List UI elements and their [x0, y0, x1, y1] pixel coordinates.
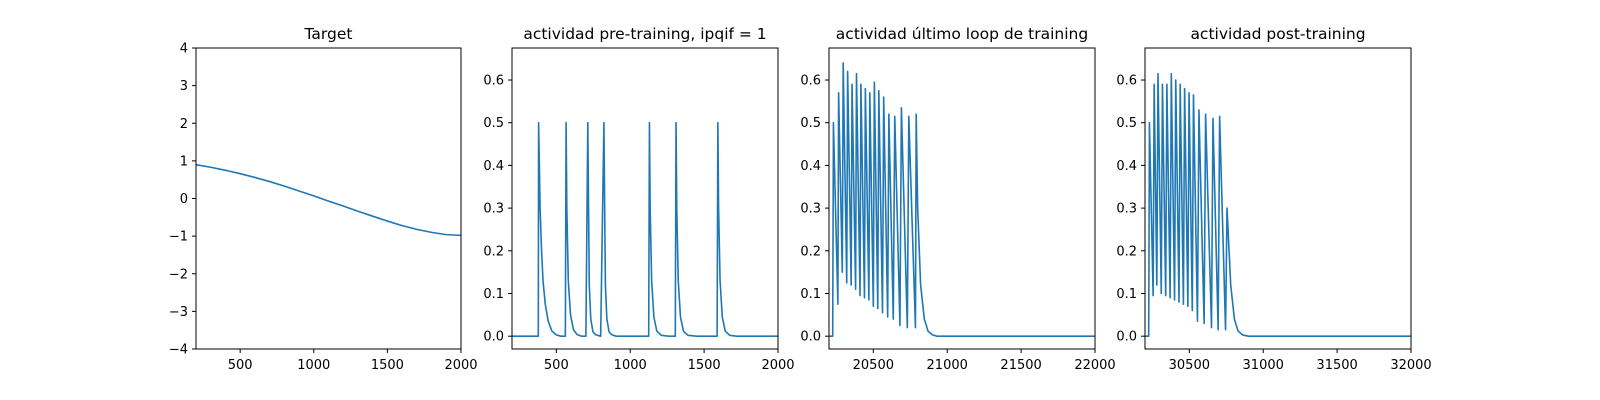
y-tick-label: 1	[180, 154, 188, 169]
x-tick-label: 21000	[927, 358, 968, 373]
y-tick-label: 0.2	[800, 244, 821, 259]
chart-panel-4: 30500 31000 31500 32000 0.0 0.1 0.2 0.3 0.4 0.5 0.…	[1116, 25, 1431, 373]
chart-panel-2: 500 1000 1500 2000 0.0 0.1 0.2 0.3 0.4 0.5 0.6 acti…	[483, 25, 794, 373]
series-line-1	[196, 163, 461, 237]
y-tick-label: 0.0	[483, 330, 504, 345]
x-tick-label: 31000	[1243, 358, 1284, 373]
panel-title: Target	[304, 25, 353, 43]
panel-title: actividad post-training	[1190, 25, 1365, 43]
y-tick-label: 4	[180, 42, 188, 57]
axes-frame	[195, 47, 462, 350]
y-tick-label: 0	[180, 192, 188, 207]
x-tick-label: 1000	[614, 358, 647, 373]
x-tick-label: 30500	[1169, 358, 1210, 373]
y-tick-label: 0.0	[1116, 330, 1137, 345]
y-tick-label: 0.6	[483, 74, 504, 89]
y-tick-label: 0.5	[1116, 116, 1137, 131]
y-tick-label: 0.5	[800, 116, 821, 131]
y-tick-label: 0.3	[483, 202, 504, 217]
y-tick-label: 0.0	[800, 330, 821, 345]
y-tick-label: −1	[169, 230, 188, 245]
y-tick-label: 0.1	[1116, 287, 1137, 302]
x-tick-label: 1500	[371, 358, 404, 373]
y-tick-label: 0.4	[800, 159, 821, 174]
x-tick-label: 2000	[761, 358, 794, 373]
y-tick-label: 2	[180, 117, 188, 132]
series-line-1	[1145, 72, 1411, 337]
y-tick-label: 3	[180, 79, 188, 94]
x-tick-label: 500	[228, 358, 253, 373]
x-tick-label: 2000	[444, 358, 477, 373]
panel-title: actividad último loop de training	[836, 25, 1088, 43]
y-tick-label: −2	[169, 267, 188, 282]
x-tick-label: 1000	[297, 358, 330, 373]
axes-frame	[1144, 47, 1412, 350]
x-tick-label: 32000	[1390, 358, 1431, 373]
x-tick-label: 21500	[1000, 358, 1041, 373]
y-tick-label: 0.4	[1116, 159, 1137, 174]
y-tick-label: 0.3	[800, 202, 821, 217]
axes-frame	[511, 47, 779, 350]
x-tick-label: 1500	[688, 358, 721, 373]
x-tick-label: 31500	[1316, 358, 1357, 373]
y-tick-label: 0.2	[483, 244, 504, 259]
y-tick-label: −3	[169, 305, 188, 320]
y-tick-label: 0.1	[483, 287, 504, 302]
x-tick-label: 500	[544, 358, 569, 373]
axes-frame	[828, 47, 1096, 350]
y-tick-label: 0.2	[1116, 244, 1137, 259]
chart-panel-1: 500 1000 1500 2000 −4 −3 −2 −1 0 1 2 3 4 Target	[169, 25, 478, 373]
panel-title: actividad pre-training, ipqif = 1	[523, 25, 766, 43]
y-tick-label: 0.5	[483, 116, 504, 131]
y-tick-label: −4	[169, 343, 188, 358]
y-tick-label: 0.4	[483, 159, 504, 174]
x-tick-label: 22000	[1074, 358, 1115, 373]
x-tick-label: 20500	[853, 358, 894, 373]
y-tick-label: 0.6	[1116, 74, 1137, 89]
series-line-1	[829, 62, 1095, 337]
series-line-1	[512, 121, 778, 337]
y-tick-label: 0.6	[800, 74, 821, 89]
chart-panel-3: 20500 21000 21500 22000 0.0 0.1 0.2 0.3 0.4 0.5 0.…	[800, 25, 1115, 373]
y-tick-label: 0.1	[800, 287, 821, 302]
y-tick-label: 0.3	[1116, 202, 1137, 217]
